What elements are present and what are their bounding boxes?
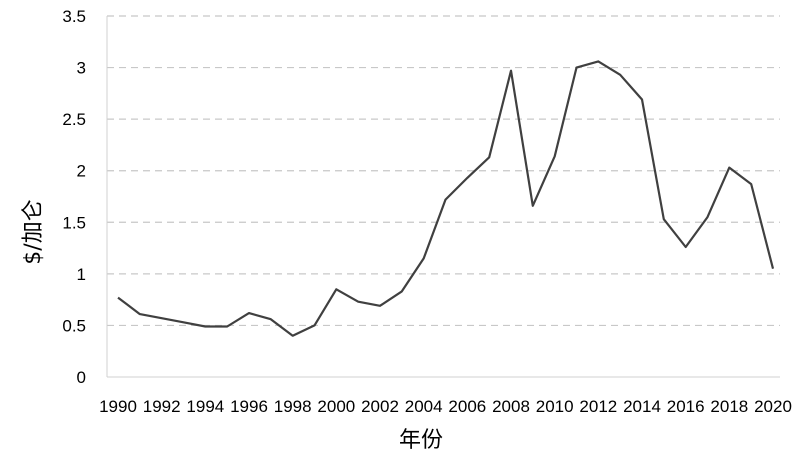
x-tick-label: 1998 [274,397,312,416]
x-tick-labels: 1990 1992 1994 1996 1998 2000 2002 2004 2006 2008… [99,397,792,416]
y-tick-label: 3.5 [62,7,86,26]
y-tick-label: 3 [77,59,86,78]
x-tick-label: 2004 [405,397,443,416]
x-tick-label: 2010 [536,397,574,416]
x-tick-label: 1992 [143,397,181,416]
gridlines [107,15,780,327]
x-tick-label: 2016 [667,397,705,416]
y-tick-labels: 0 0.5 1 1.5 2 2.5 3 3.5 [62,7,86,387]
x-tick-label: 2002 [361,397,399,416]
y-tick-label: 0 [77,368,86,387]
x-tick-label: 1990 [99,397,137,416]
x-tick-label: 2020 [754,397,792,416]
series-line [117,60,775,337]
x-tick-label: 2018 [710,397,748,416]
x-tick-label: 2006 [448,397,486,416]
x-tick-label: 2012 [579,397,617,416]
x-axis-title: 年份 [399,428,443,453]
y-tick-label: 1 [77,265,86,284]
y-tick-label: 0.5 [62,316,86,335]
y-tick-label: 1.5 [62,213,86,232]
x-tick-label: 1996 [230,397,268,416]
y-tick-label: 2 [77,162,86,181]
x-tick-label: 2008 [492,397,530,416]
y-axis-title: $/加仑 [21,199,46,264]
x-tick-label: 2014 [623,397,661,416]
x-tick-label: 2000 [317,397,355,416]
x-tick-label: 1994 [186,397,224,416]
y-tick-label: 2.5 [62,110,86,129]
